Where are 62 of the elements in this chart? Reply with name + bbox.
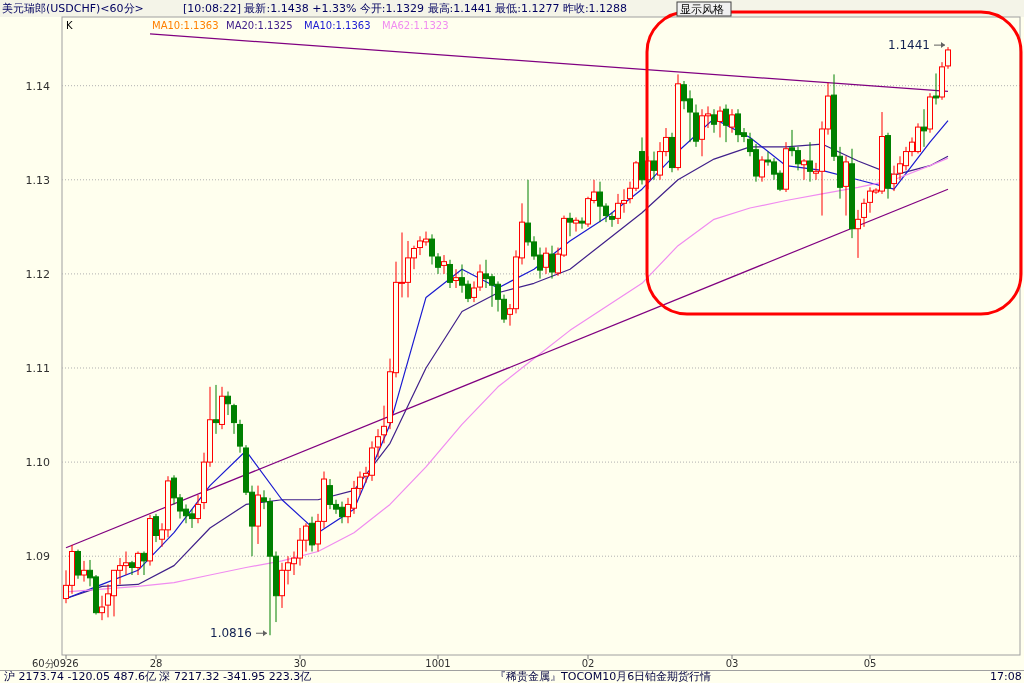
candlestick <box>225 391 231 416</box>
candlestick <box>567 212 573 237</box>
x-axis-title: 60分 <box>32 658 55 669</box>
chart-title: 美元瑞郎(USDCHF)<60分> <box>2 2 144 15</box>
candlestick <box>441 254 447 275</box>
candlestick <box>81 560 87 583</box>
x-tick-label: 30 <box>293 658 307 669</box>
text: 显示风格 <box>680 3 724 16</box>
x-tick-label: 28 <box>149 658 163 669</box>
text: 沪 2173.74 -120.05 487.6亿 深 7217.32 -341.95 223.3亿 <box>4 670 312 683</box>
chart-subtitle: [10:08:22] 最新:1.1438 +1.33% 今开:1.1329 最高:1.1441 最低:1.1277 昨收:1.1288 <box>183 2 628 15</box>
candlestick <box>309 516 315 552</box>
candlestick <box>99 595 105 621</box>
x-tick-label: 02 <box>581 658 595 669</box>
annotation: K <box>66 20 73 31</box>
y-tick-label: 1.14 <box>25 79 50 93</box>
x-tick-label: 05 <box>863 658 877 669</box>
candlestick <box>921 108 927 148</box>
candlestick <box>711 108 717 134</box>
candlestick <box>135 550 141 576</box>
candlestick <box>453 268 459 289</box>
candlestick <box>717 105 723 138</box>
candlestick <box>129 560 135 576</box>
candlestick <box>549 245 555 280</box>
text: MA20:1.1325 <box>226 20 293 31</box>
candlestick <box>573 216 579 233</box>
annotation: 1.1441 <box>888 38 930 53</box>
candlestick <box>381 405 387 444</box>
text: 17:08 <box>990 670 1022 683</box>
candlestick <box>447 259 453 289</box>
candlestick <box>213 384 219 435</box>
x-tick-label: 03 <box>725 658 739 669</box>
candlestick <box>237 419 243 454</box>
candlestick <box>195 494 201 524</box>
y-tick-label: 1.12 <box>25 267 50 281</box>
x-tick-label: 0926 <box>53 658 79 669</box>
candlestick <box>729 108 735 134</box>
candlestick <box>579 216 585 230</box>
candlestick <box>759 155 765 183</box>
y-tick-label: 1.13 <box>25 173 50 187</box>
candlestick <box>609 212 615 228</box>
candlestick <box>801 158 807 181</box>
annotation: 1.0816 <box>210 626 252 641</box>
y-tick-label: 1.11 <box>25 361 50 375</box>
candlestick <box>861 198 867 228</box>
y-tick-label: 1.09 <box>25 550 50 564</box>
text: 『稀贵金属』TOCOM10月6日铂金期货行情 <box>495 670 712 683</box>
candlestick <box>75 549 81 580</box>
candlestick <box>141 550 147 576</box>
candlestick <box>855 209 861 259</box>
candlestick <box>651 151 657 181</box>
candlestick <box>723 104 729 143</box>
candlestick <box>231 403 237 435</box>
candlestick <box>807 141 813 183</box>
annotation: MA10:1.1363 <box>152 20 219 31</box>
candlestick <box>153 513 159 543</box>
y-tick-label: 1.10 <box>25 455 50 469</box>
candlestick <box>933 72 939 106</box>
text: MA10:1.1363 <box>304 20 371 31</box>
x-tick-label: 1001 <box>425 658 451 669</box>
candlestick <box>543 247 549 275</box>
text: MA62:1.1323 <box>382 20 449 31</box>
